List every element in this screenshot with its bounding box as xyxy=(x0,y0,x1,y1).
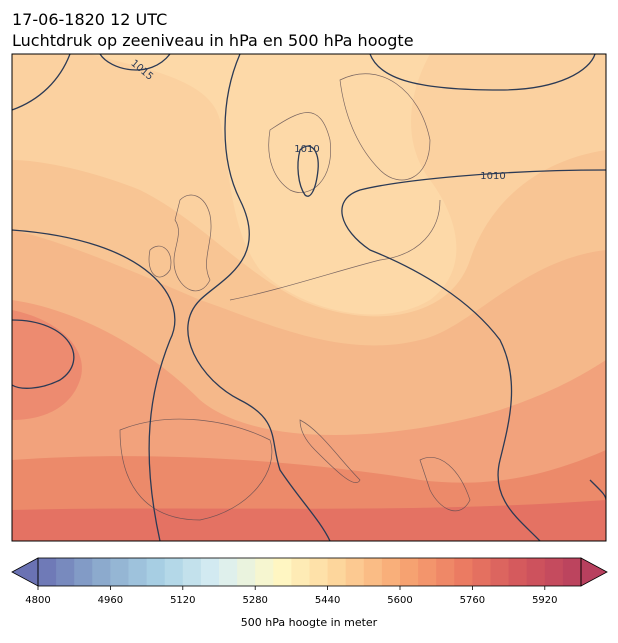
colorbar-cell xyxy=(146,558,166,586)
colorbar-tick-label: 5600 xyxy=(387,595,412,606)
colorbar-cell xyxy=(74,558,93,586)
colorbar-cell xyxy=(128,558,148,586)
height-band xyxy=(12,500,606,541)
colorbar-tick-label: 4800 xyxy=(25,595,50,606)
colorbar-cell xyxy=(200,558,220,586)
colorbar-cell xyxy=(327,558,347,586)
colorbar-cell xyxy=(92,558,111,586)
map-frame xyxy=(11,53,607,542)
colorbar-cell xyxy=(110,558,129,586)
colorbar-cell xyxy=(273,558,292,586)
map-area xyxy=(12,54,606,541)
colorbar-cell xyxy=(164,558,184,586)
colorbar-cell xyxy=(544,558,564,586)
colorbar-cell xyxy=(182,558,202,586)
date-title: 17-06-1820 12 UTC xyxy=(12,10,167,29)
colorbar-cell xyxy=(472,558,491,586)
colorbar-cell xyxy=(309,558,329,586)
colorbar-cell xyxy=(38,558,57,586)
colorbar-cell xyxy=(490,558,510,586)
isobar-label: 1010 xyxy=(480,171,505,182)
colorbar-cell xyxy=(291,558,310,586)
colorbar-cell xyxy=(418,558,437,586)
colorbar-cell xyxy=(345,558,365,586)
map-title: Luchtdruk op zeeniveau in hPa en 500 hPa… xyxy=(12,31,414,50)
colorbar-cell xyxy=(237,558,256,586)
colorbar-cell xyxy=(56,558,75,586)
isobar-label: 1010 xyxy=(294,144,319,155)
colorbar-tick-label: 5440 xyxy=(315,595,340,606)
isobars xyxy=(12,54,606,541)
colorbar-cell xyxy=(454,558,473,586)
colorbar-cell xyxy=(508,558,528,586)
colorbar-tick-label: 5280 xyxy=(242,595,267,606)
height-band xyxy=(90,54,457,315)
colorbar-cell xyxy=(381,558,401,586)
colorbar-cell xyxy=(255,558,274,586)
colorbar-tick-label: 5760 xyxy=(460,595,485,606)
colorbar-tick-label: 5120 xyxy=(170,595,195,606)
colorbar-cell xyxy=(363,558,383,586)
coastlines xyxy=(119,73,471,521)
colorbar-tick-label: 4960 xyxy=(98,595,123,606)
colorbar-cell xyxy=(219,558,238,586)
colorbar-frame xyxy=(37,557,582,587)
colorbar-cell xyxy=(436,558,455,586)
colorbar-extend-high xyxy=(580,557,608,587)
colorbar-cell xyxy=(400,558,419,586)
colorbar-cell xyxy=(562,558,582,586)
colorbar-tick-label: 5920 xyxy=(532,595,557,606)
colorbar-extend-low xyxy=(11,557,39,587)
colorbar-cell xyxy=(526,558,546,586)
colorbar-label: 500 hPa hoogte in meter xyxy=(241,616,378,629)
